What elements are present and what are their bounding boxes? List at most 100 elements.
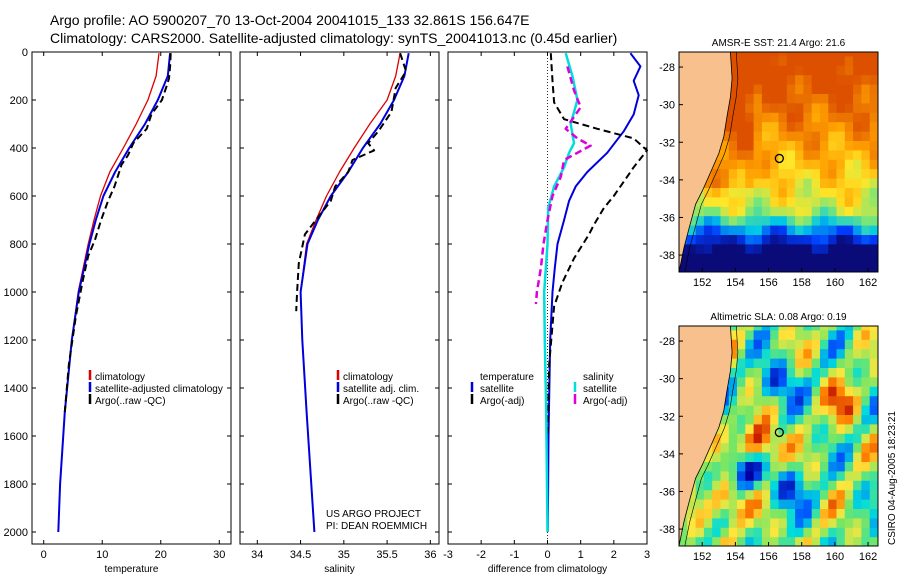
sla-map-cell [786, 423, 796, 434]
sla-map-xtick-label: 160 [826, 551, 844, 563]
sla-map-cell [836, 433, 846, 444]
sla-map-cell [844, 517, 854, 528]
sla-map-cell [795, 433, 804, 444]
sst-map-cell [844, 131, 854, 141]
sla-map-cell [761, 405, 771, 415]
sst-map-cell [786, 234, 796, 245]
sla-map-cell [786, 499, 796, 509]
sst-map-cell [795, 140, 804, 151]
sst-map-cell [778, 65, 788, 76]
sla-map-cell [778, 348, 788, 359]
sla-map-cell [795, 527, 804, 538]
sst-map-cell [795, 93, 804, 104]
sla-map-cell [828, 367, 838, 378]
sst-map-xtick-label: 152 [693, 277, 711, 289]
sla-map-cell [737, 329, 746, 340]
sst-map-cell [861, 262, 871, 272]
sst-map-cell [786, 55, 796, 66]
sla-map-cell [786, 386, 796, 397]
sla-map-cell [803, 480, 813, 491]
sla-map-cell [795, 499, 804, 509]
sla-map-ytick-label: -38 [659, 524, 675, 536]
sla-map-cell [720, 452, 730, 462]
sla-map-cell [869, 348, 878, 359]
sst-map-cell [836, 74, 846, 85]
sst-map-cell [728, 102, 738, 113]
sst-map-cell [803, 140, 813, 151]
sst-map-cell [853, 121, 862, 132]
sla-map-cell [761, 452, 771, 462]
sla-map-cell [803, 508, 813, 519]
sla-map-cell [844, 536, 854, 546]
sla-map-cell [811, 405, 821, 415]
sla-map-ytick-label: -30 [659, 374, 675, 386]
sla-map-cell [761, 414, 771, 425]
sla-map-cell [853, 452, 862, 462]
sla-map-cell [728, 376, 738, 387]
sst-map-cell [745, 262, 755, 272]
sst-map-cell [811, 131, 821, 141]
sst-map-cell [687, 225, 697, 235]
sla-map-cell [820, 376, 829, 387]
sla-map-cell [737, 461, 746, 472]
sla-map-cell [761, 386, 771, 397]
sst-map-cell [836, 131, 846, 141]
sla-map-cell [728, 433, 738, 444]
sla-map-cell [695, 508, 705, 519]
sst-map-cell [753, 262, 763, 272]
sla-map-cell [828, 517, 838, 528]
sla-map-cell [728, 452, 738, 462]
sst-map-cell [778, 131, 788, 141]
sla-map-cell [728, 489, 738, 500]
sla-map-cell [770, 423, 780, 434]
sla-map-cell [753, 508, 763, 519]
sst-map-cell [778, 121, 788, 132]
sst-map-cell [803, 149, 813, 160]
sst-map-cell [778, 178, 788, 188]
sst-map-cell [828, 196, 838, 207]
sst-map-cell [853, 149, 862, 160]
sst-map-cell [687, 215, 697, 226]
sla-map-cell [795, 326, 804, 331]
sst-map-cell [820, 225, 829, 235]
sst-map-cell [712, 187, 722, 198]
sst-map-cell [770, 196, 780, 207]
sst-map-cell [795, 234, 804, 245]
sst-map-cell [679, 253, 688, 264]
sla-map-frame [678, 325, 879, 547]
sla-map-cell [820, 527, 829, 538]
sst-map-cell [803, 196, 813, 207]
temperature-legend-label: Argo(..raw -QC) [95, 396, 166, 407]
sst-map-ytick-label: -38 [659, 250, 675, 262]
sla-map-cell [786, 348, 796, 359]
sst-map-cell [811, 206, 821, 217]
sst-map-cell [703, 253, 713, 264]
sst-map-cell [712, 178, 722, 188]
sla-map-cell [778, 527, 788, 538]
difference-legend-label: temperature [480, 372, 534, 383]
sla-map-cell [795, 480, 804, 491]
sla-map-cell [861, 326, 871, 331]
sst-map-cell [811, 196, 821, 207]
sla-map-cell [803, 433, 813, 444]
sst-map-cell [795, 196, 804, 207]
sst-map-cell [828, 215, 838, 226]
depth-tick-label: 1600 [4, 431, 28, 443]
sst-map-cell [770, 93, 780, 104]
sla-map-cell [728, 348, 738, 359]
sla-map-cell [811, 508, 821, 519]
sst-map-cell [836, 112, 846, 123]
sst-map-cell [795, 206, 804, 217]
sst-map-cell [786, 102, 796, 113]
sla-map-cell [695, 499, 705, 509]
sla-map-cell [770, 414, 780, 425]
sst-map-cell [786, 178, 796, 188]
sla-map-cell [836, 499, 846, 509]
sst-map-cell [778, 253, 788, 264]
sst-map-cell [778, 168, 788, 179]
sla-map-cell [853, 348, 862, 359]
sst-map-cell [753, 225, 763, 235]
sst-map-cell [828, 187, 838, 198]
sla-map-cell [836, 527, 846, 538]
sla-map-cell [828, 395, 838, 406]
